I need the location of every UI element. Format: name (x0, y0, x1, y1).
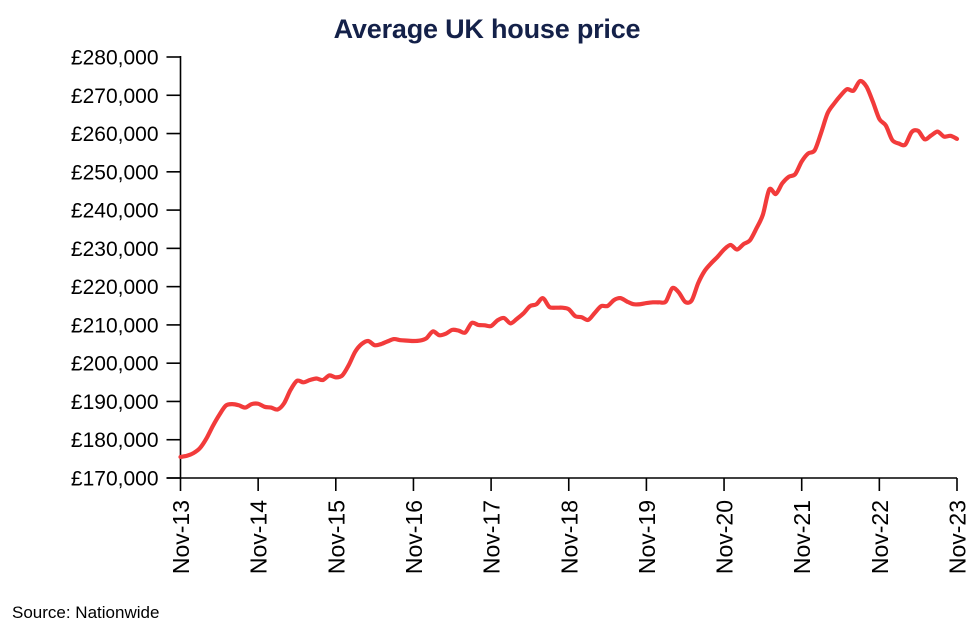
chart-title: Average UK house price (333, 14, 641, 44)
y-axis-tick-label: £170,000 (71, 468, 159, 491)
y-axis-tick-label: £250,000 (71, 161, 159, 184)
x-axis-tick-label: Nov-23 (945, 500, 971, 574)
y-axis-tick-label: £240,000 (71, 200, 159, 223)
x-axis-label-group: Nov-13 Nov-14 Nov-15 Nov-16 Nov-17 Nov-18 Nov-… (168, 500, 971, 574)
x-axis-tick-label: Nov-19 (634, 500, 660, 574)
y-axis-tick-label: £210,000 (71, 314, 159, 337)
x-axis-tick-label: Nov-13 (168, 500, 194, 574)
y-axis-tick-label: £180,000 (71, 429, 159, 452)
y-axis-tick-label: £280,000 (71, 47, 159, 70)
x-axis-tick-label: Nov-14 (246, 500, 272, 574)
y-axis-tick-label: £200,000 (71, 353, 159, 376)
y-axis-tick-group (166, 56, 181, 479)
y-axis-tick-label: £220,000 (71, 276, 159, 299)
source-note: Source: Nationwide (12, 603, 160, 622)
x-axis-tick-label: Nov-16 (401, 500, 427, 574)
y-axis-tick-label: £270,000 (71, 85, 159, 108)
house-price-series-line (178, 78, 960, 460)
y-axis-label-group: £280,000 £270,000 £260,000 £250,000 £240,000… (71, 47, 159, 491)
x-axis-tick-label: Nov-15 (323, 500, 349, 574)
y-axis-tick-label: £190,000 (71, 391, 159, 414)
y-axis-tick-label: £230,000 (71, 238, 159, 261)
x-axis-tick-label: Nov-21 (789, 500, 815, 574)
y-axis-tick-label: £260,000 (71, 123, 159, 146)
x-axis-tick-label: Nov-17 (479, 500, 505, 574)
x-axis-tick-label: Nov-18 (556, 500, 582, 574)
x-axis-tick-group (179, 478, 958, 491)
x-axis-tick-label: Nov-20 (712, 500, 738, 574)
x-axis-tick-label: Nov-22 (867, 500, 893, 574)
